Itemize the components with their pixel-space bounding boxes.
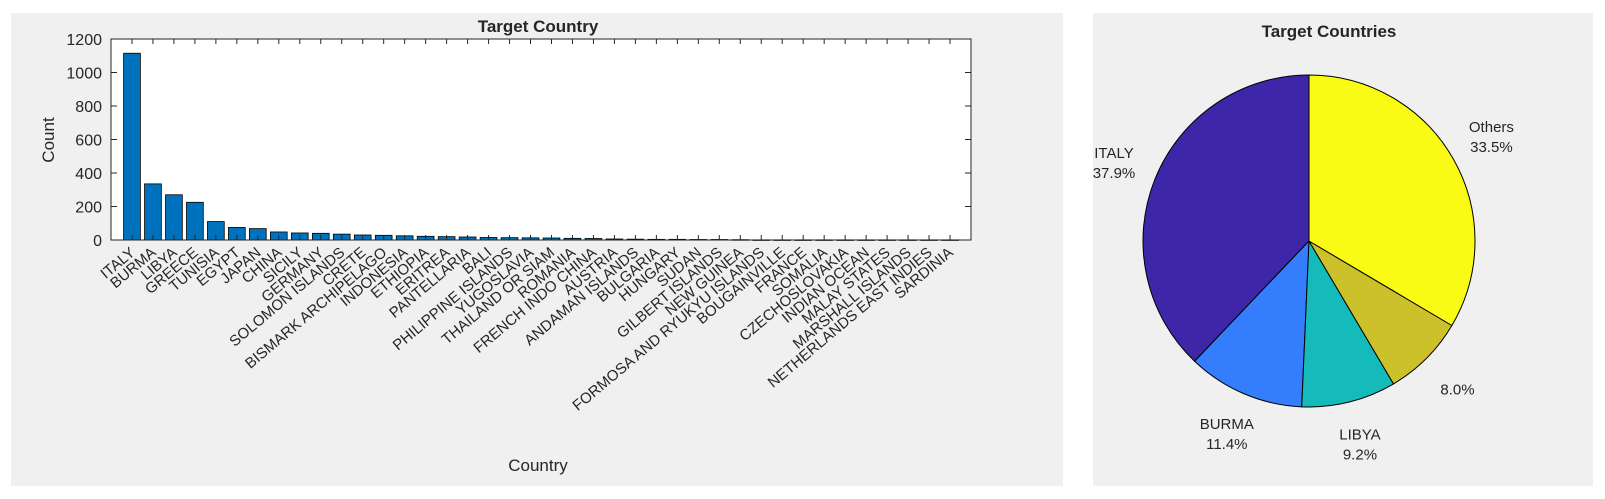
plot-background (111, 39, 971, 240)
bar-chart-panel: Target Country Country Count 0 200 400 600 8… (11, 13, 1063, 486)
bar-chart: Target Country Country Count 0 200 400 600 8… (39, 17, 972, 475)
pie-chart-title: Target Countries (1262, 22, 1397, 41)
pie-chart-panel: Target Countries ITALY 37.9% BURMA 11.4% LIB… (1093, 13, 1593, 486)
pie-slice-label: BURMA 11.4% (1200, 416, 1254, 453)
bar-plot-area: 020040060080010001200ITALYBURMALIBYAGREE… (66, 32, 972, 414)
y-tick-label: 600 (75, 133, 102, 150)
pie-plot-area: ITALY 37.9% BURMA 11.4% LIBYA 9.2% 8.0% Others 3… (1093, 74, 1514, 464)
bar (144, 183, 162, 241)
pie-slice-label: ITALY 37.9% (1093, 145, 1136, 182)
y-tick-label: 800 (75, 99, 102, 116)
y-tick-label: 0 (93, 233, 102, 250)
y-tick-label: 200 (75, 200, 102, 217)
pie-slice (1301, 239, 1395, 408)
pie-slice (1142, 74, 1310, 362)
pie-slice (1308, 74, 1476, 327)
y-tick-label: 400 (75, 166, 102, 183)
pie-slice-label: LIBYA 9.2% (1339, 427, 1380, 464)
pie-chart: Target Countries ITALY 37.9% BURMA 11.4% LIB… (1093, 22, 1514, 464)
bar (165, 194, 183, 241)
y-tick-label: 1000 (66, 66, 102, 83)
bar (186, 201, 204, 241)
pie-slice-label: 8.0% (1440, 381, 1474, 398)
bar-chart-ylabel: Count (39, 117, 58, 163)
pie-slice (1193, 239, 1310, 408)
pie-slice-label: Others 33.5% (1469, 119, 1514, 156)
bar-chart-title: Target Country (478, 17, 599, 36)
bar-chart-xlabel: Country (508, 456, 568, 475)
plot-frame (110, 38, 972, 241)
y-tick-label: 1200 (66, 32, 102, 49)
bar (123, 52, 141, 241)
